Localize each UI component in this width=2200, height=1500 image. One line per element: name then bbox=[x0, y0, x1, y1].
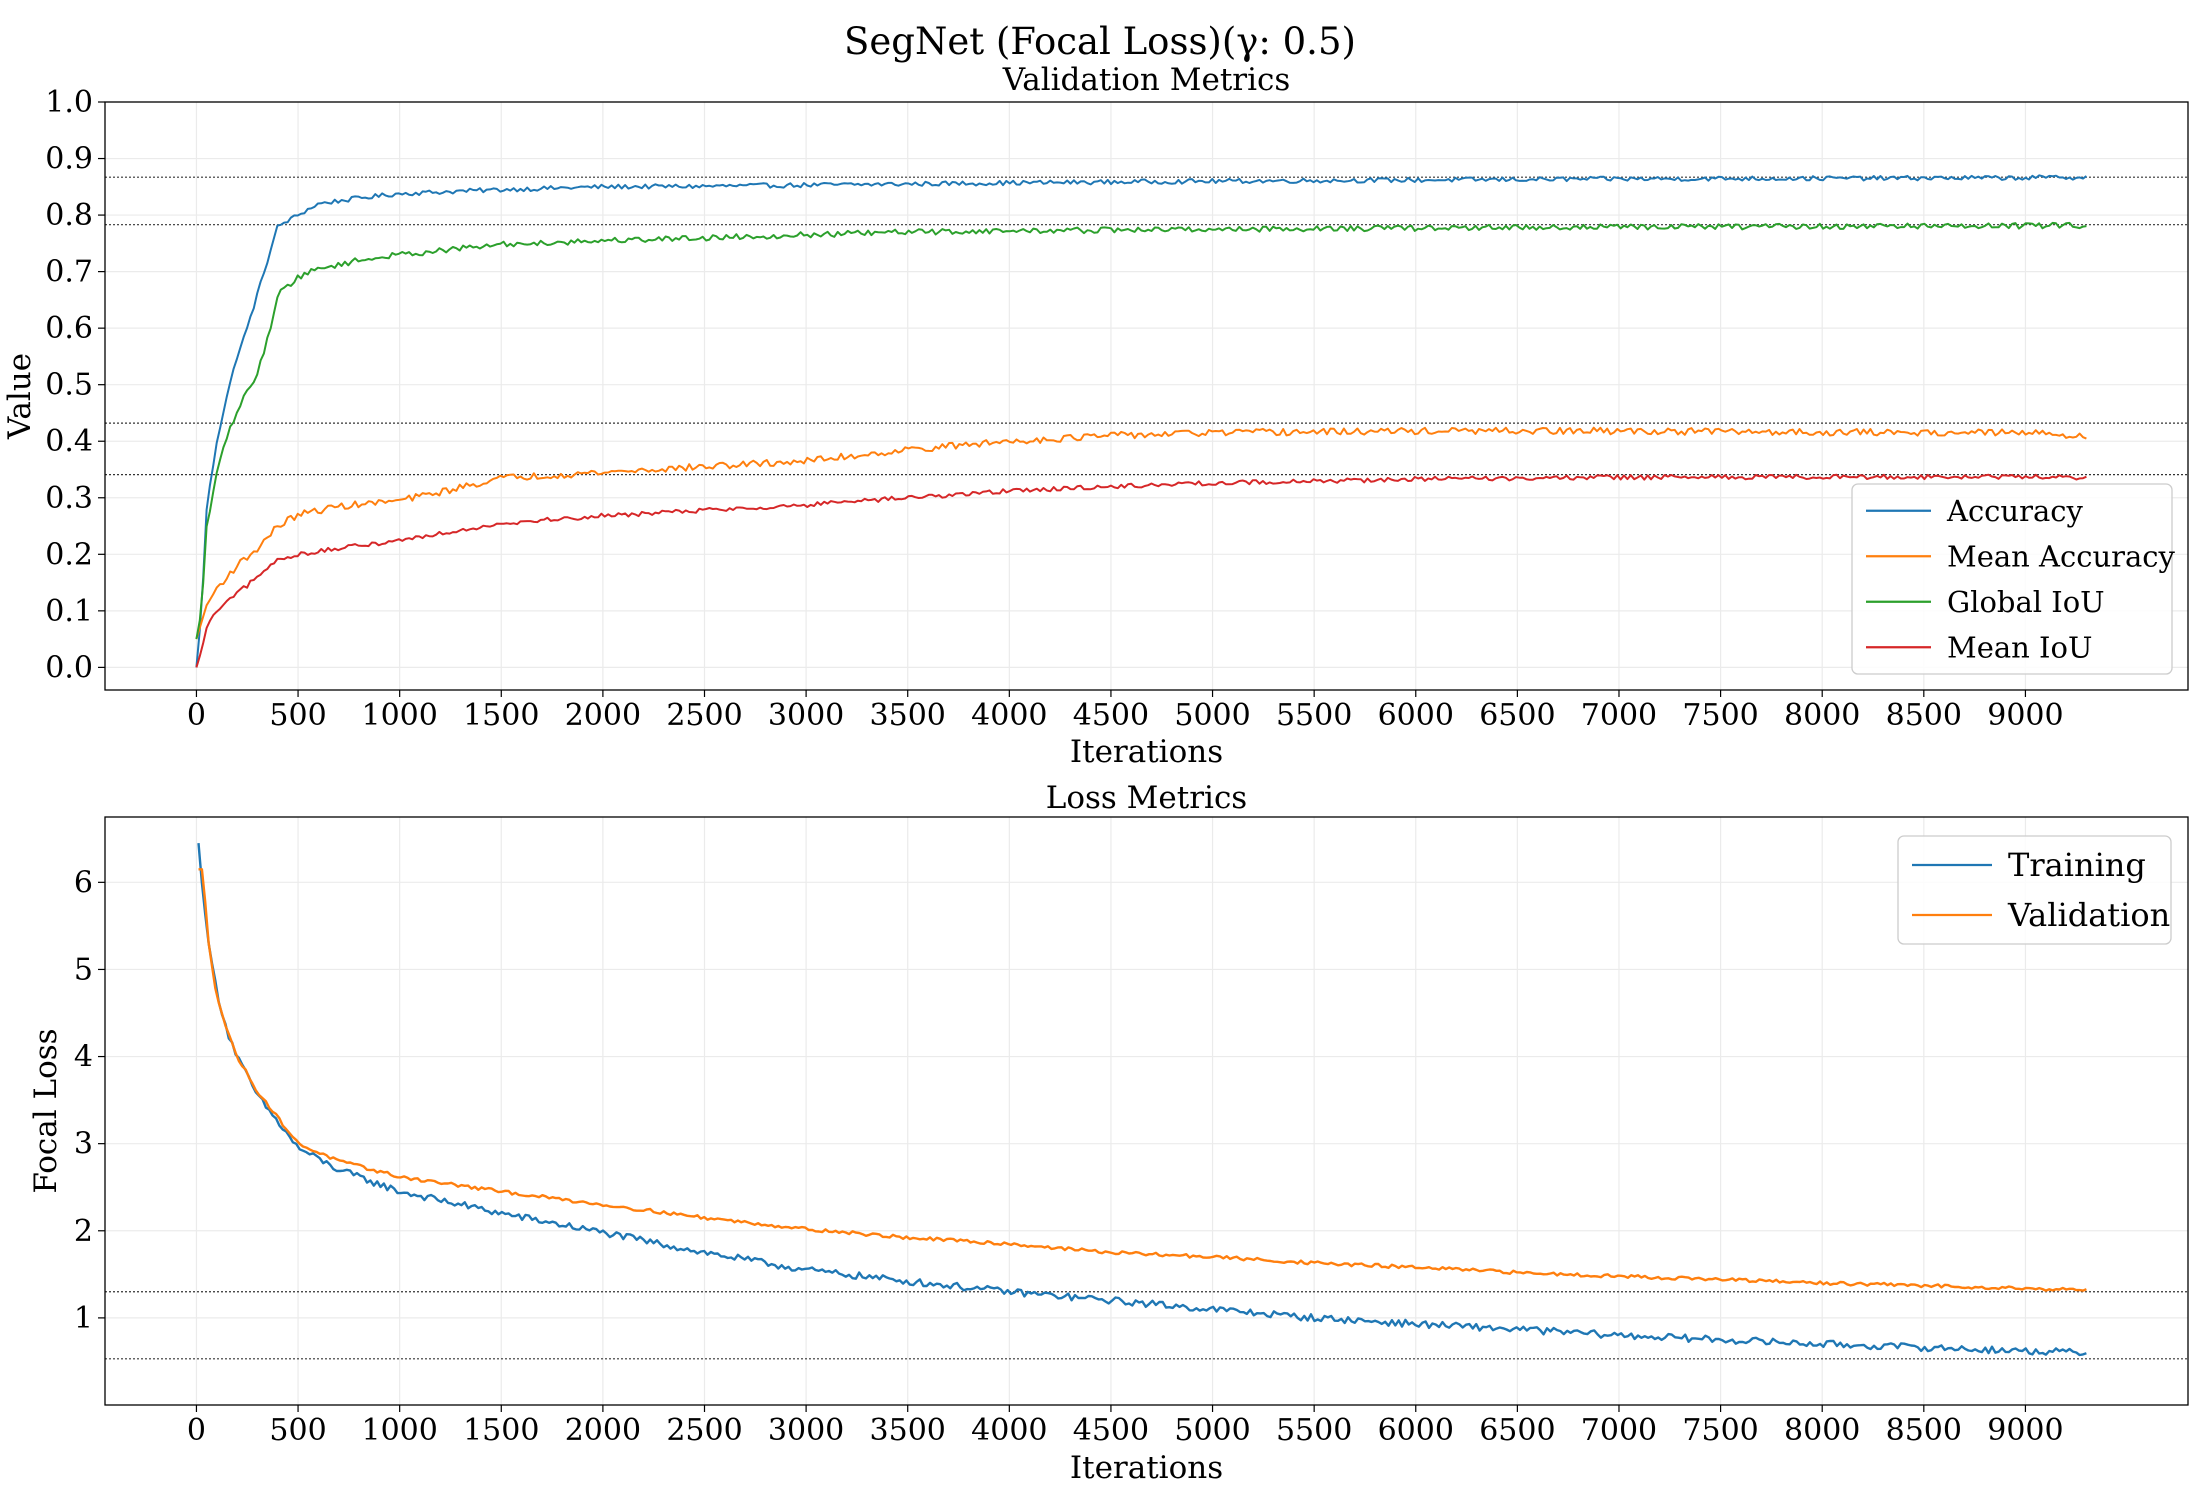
x-tick-label: 8500 bbox=[1886, 698, 1962, 733]
y-tick-label: 0.7 bbox=[45, 255, 93, 290]
y-tick-label: 5 bbox=[74, 952, 93, 987]
x-tick-label: 8000 bbox=[1784, 1413, 1860, 1448]
x-tick-label: 3000 bbox=[768, 698, 844, 733]
legend-label: Training bbox=[2008, 846, 2146, 884]
legend-frame bbox=[1851, 483, 2173, 675]
x-tick-label: 8000 bbox=[1784, 698, 1860, 733]
y-tick-label: 3 bbox=[74, 1127, 93, 1162]
x-tick-label: 5000 bbox=[1174, 698, 1250, 733]
x-tick-label: 4500 bbox=[1073, 1413, 1149, 1448]
x-tick-label: 1000 bbox=[361, 698, 437, 733]
legend: Accuracy Mean Accuracy Global IoU Mean IoU bbox=[1851, 483, 2176, 675]
y-tick-label: 1 bbox=[74, 1301, 93, 1336]
validation-metrics-panel: 0 500 1000 1500 2000 2500 3000 3500 4000 4500 5000… bbox=[2, 62, 2189, 770]
x-tick-label: 5000 bbox=[1174, 1413, 1250, 1448]
y-tick-label: 2 bbox=[74, 1214, 93, 1249]
y-tick-label: 4 bbox=[74, 1040, 93, 1075]
x-tick-label: 1500 bbox=[463, 1413, 539, 1448]
y-tick-label: 0.5 bbox=[45, 368, 93, 403]
y-tick-label: 6 bbox=[74, 865, 93, 900]
series-line-mean-accuracy bbox=[195, 426, 2087, 640]
x-tick-label: 6000 bbox=[1378, 1413, 1454, 1448]
x-tick-label: 2000 bbox=[565, 1413, 641, 1448]
legend-label: Accuracy bbox=[1946, 494, 2083, 528]
x-tick-label: 3000 bbox=[768, 1413, 844, 1448]
legend-frame bbox=[1897, 835, 2172, 945]
x-tick-label: 3500 bbox=[870, 1413, 946, 1448]
figure-suptitle: SegNet (Focal Loss)(γ: 0.5) bbox=[844, 20, 1356, 63]
axes-title: Validation Metrics bbox=[1002, 62, 1291, 98]
x-tick-label: 7000 bbox=[1581, 1413, 1657, 1448]
x-tick-label: 6000 bbox=[1378, 698, 1454, 733]
x-axis-label: Iterations bbox=[1070, 1450, 1223, 1486]
x-axis-label: Iterations bbox=[1070, 734, 1223, 770]
y-tick-label: 0.0 bbox=[45, 650, 93, 685]
x-tick-label: 7500 bbox=[1682, 1413, 1758, 1448]
y-axis-label: Focal Loss bbox=[28, 1028, 64, 1193]
x-tick-label: 500 bbox=[269, 698, 326, 733]
series-line-validation bbox=[198, 868, 2087, 1292]
axes-frame bbox=[104, 101, 2189, 691]
x-tick-label: 5500 bbox=[1276, 1413, 1352, 1448]
x-tick-label: 5500 bbox=[1276, 698, 1352, 733]
x-tick-label: 6500 bbox=[1479, 1413, 1555, 1448]
x-tick-label: 1000 bbox=[361, 1413, 437, 1448]
series-line-global-iou bbox=[195, 221, 2087, 640]
y-tick-label: 0.2 bbox=[45, 537, 93, 572]
y-tick-label: 0.3 bbox=[45, 481, 93, 516]
x-tick-label: 9000 bbox=[1987, 698, 2063, 733]
x-tick-label: 4000 bbox=[971, 1413, 1047, 1448]
x-tick-label: 2000 bbox=[565, 698, 641, 733]
y-tick-label: 0.9 bbox=[45, 142, 93, 177]
x-tick-label: 7000 bbox=[1581, 698, 1657, 733]
y-axis-label: Value bbox=[2, 353, 38, 440]
y-tick-label: 1.0 bbox=[45, 85, 93, 120]
legend: Training Validation bbox=[1897, 835, 2172, 945]
axes-frame bbox=[104, 816, 2189, 1406]
y-tick-label: 0.6 bbox=[45, 311, 93, 346]
x-tick-label: 0 bbox=[187, 698, 206, 733]
axes-title: Loss Metrics bbox=[1046, 780, 1247, 816]
y-tick-label: 0.1 bbox=[45, 594, 93, 629]
x-tick-label: 3500 bbox=[870, 698, 946, 733]
x-tick-label: 1500 bbox=[463, 698, 539, 733]
x-tick-label: 8500 bbox=[1886, 1413, 1962, 1448]
y-tick-label: 0.8 bbox=[45, 198, 93, 233]
legend-label: Validation bbox=[2007, 896, 2170, 934]
x-tick-label: 2500 bbox=[666, 698, 742, 733]
x-tick-label: 2500 bbox=[666, 1413, 742, 1448]
x-tick-label: 0 bbox=[187, 1413, 206, 1448]
loss-metrics-panel: 0 500 1000 1500 2000 2500 3000 3500 4000 4500 5000… bbox=[28, 780, 2189, 1486]
x-tick-label: 6500 bbox=[1479, 698, 1555, 733]
x-tick-label: 7500 bbox=[1682, 698, 1758, 733]
legend-label: Mean Accuracy bbox=[1947, 539, 2176, 573]
series-line-accuracy bbox=[195, 174, 2087, 668]
series-line-training bbox=[197, 842, 2087, 1357]
x-tick-label: 4000 bbox=[971, 698, 1047, 733]
legend-label: Global IoU bbox=[1947, 585, 2105, 619]
legend-label: Mean IoU bbox=[1947, 630, 2092, 664]
x-tick-label: 4500 bbox=[1073, 698, 1149, 733]
x-tick-label: 9000 bbox=[1987, 1413, 2063, 1448]
x-tick-label: 500 bbox=[269, 1413, 326, 1448]
series-line-mean-iou bbox=[195, 473, 2087, 668]
y-tick-label: 0.4 bbox=[45, 424, 93, 459]
